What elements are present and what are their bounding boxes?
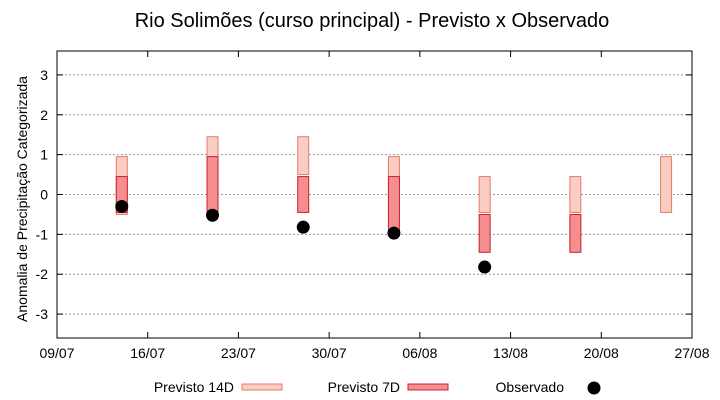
data-marks [115,136,673,274]
forecast-7d-bar [478,213,491,253]
y-tick-label: -3 [36,306,49,322]
y-tick-label: 1 [40,147,48,163]
legend-7d-swatch [407,383,449,391]
observed-point [296,220,310,234]
forecast-7d-bar [569,213,582,253]
forecast-7d-bar [297,176,310,213]
legend: Previsto 14D Previsto 7D Observado [154,379,601,395]
x-tick-label: 30/07 [312,345,347,361]
forecast-14d-bar [569,176,582,213]
forecast-7d-bar [206,156,219,213]
y-tick-label: 0 [40,187,48,203]
x-tick-label: 16/07 [130,345,165,361]
legend-14d-label: Previsto 14D [154,379,234,395]
x-tick-label: 09/07 [39,345,74,361]
axis-ticks: -3 -2 -1 0 1 2 3 09/07 16/07 23/07 30/07 06/08 13/08… [36,51,710,361]
legend-14d-swatch [241,383,283,391]
legend-7d-label: Previsto 7D [328,379,400,395]
y-tick-label: -1 [36,226,49,242]
y-tick-label: 2 [40,107,48,123]
observed-point [478,260,492,274]
observed-point [387,226,401,240]
forecast-14d-bar [660,156,673,213]
forecast-7d-bar [387,176,400,233]
x-tick-label: 06/08 [402,345,437,361]
observed-point [115,199,129,213]
forecast-14d-bar [297,136,310,176]
chart-title: Rio Solimões (curso principal) - Previst… [135,10,610,32]
y-tick-label: -2 [36,266,49,282]
legend-observed-label: Observado [496,379,565,395]
x-tick-label: 20/08 [584,345,619,361]
y-tick-label: 3 [40,67,48,83]
forecast-14d-bar [478,176,491,213]
x-tick-label: 13/08 [493,345,528,361]
legend-observed-marker [587,381,601,395]
observed-point [206,208,220,222]
y-axis-label: Anomalia de Precipitação Categorizada [14,76,30,322]
gridlines [57,74,692,315]
x-tick-label: 27/08 [674,345,709,361]
x-tick-label: 23/07 [221,345,256,361]
